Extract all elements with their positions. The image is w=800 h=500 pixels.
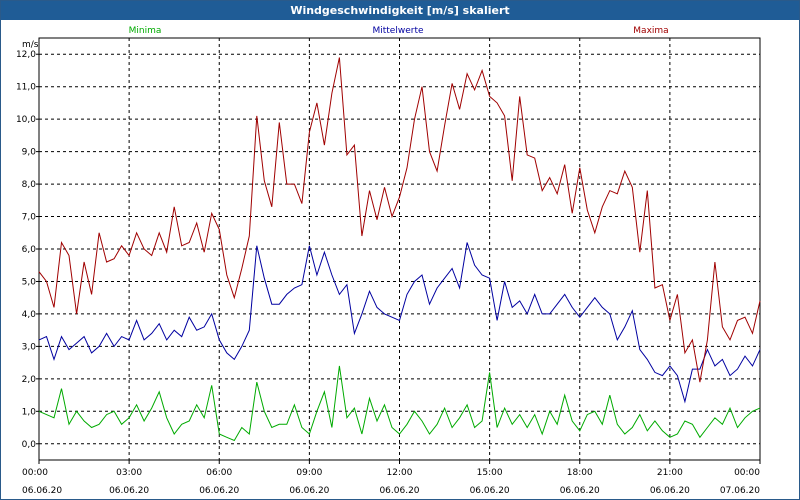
y-tick-label: 8,0 (22, 180, 37, 190)
y-tick-label: 12,0 (16, 50, 36, 60)
x-tick-time: 06:00 (206, 468, 232, 478)
x-tick-date: 06.06.20 (470, 486, 510, 496)
y-tick-label: 11,0 (16, 83, 36, 93)
grid-lines (39, 38, 760, 460)
x-axis-ticks: 00:00 06.06.20 03:00 06.06.20 06:00 06.06.20 0… (22, 460, 761, 496)
series-line-maxima (38, 57, 761, 383)
y-axis-ticks: 0,0 1,0 2,0 3,0 4,0 5,0 6,0 7,0 8,0 9,0 10,0 11,0 12… (16, 50, 39, 450)
x-tick-date: 07.06.20 (720, 486, 760, 496)
legend-mittelwerte: Mittelwerte (372, 26, 423, 36)
chart-title: Windgeschwindigkeit [m/s] skaliert (1, 1, 799, 20)
x-tick-time: 21:00 (657, 468, 683, 478)
x-tick-date: 06.06.20 (22, 486, 62, 496)
y-tick-label: 5,0 (22, 277, 37, 287)
y-axis-label: m/s (22, 40, 39, 50)
x-tick-time: 09:00 (296, 468, 322, 478)
y-tick-label: 0,0 (22, 440, 37, 450)
x-tick-time: 15:00 (477, 468, 503, 478)
y-tick-label: 2,0 (22, 375, 37, 385)
y-tick-label: 6,0 (22, 245, 37, 255)
y-tick-label: 3,0 (22, 342, 37, 352)
y-tick-label: 1,0 (22, 407, 37, 417)
x-tick-date: 06.06.20 (109, 486, 149, 496)
legend-maxima: Maxima (633, 26, 668, 36)
x-tick-date: 06.06.20 (199, 486, 239, 496)
series-lines (38, 57, 761, 442)
x-tick-date: 06.06.20 (379, 486, 419, 496)
legend-minima: Minima (129, 26, 162, 36)
x-tick-time: 18:00 (567, 468, 593, 478)
y-tick-label: 10,0 (16, 115, 36, 125)
x-tick-time: 00:00 (734, 468, 760, 478)
x-tick-date: 06.06.20 (650, 486, 690, 496)
y-tick-label: 9,0 (22, 148, 37, 158)
x-tick-time: 00:00 (22, 468, 48, 478)
series-line-mittelwerte (38, 242, 761, 404)
series-line-minima (38, 365, 761, 442)
y-tick-label: 4,0 (22, 310, 37, 320)
x-tick-time: 03:00 (116, 468, 142, 478)
y-tick-label: 7,0 (22, 213, 37, 223)
x-tick-time: 12:00 (387, 468, 413, 478)
x-tick-date: 06.06.20 (289, 486, 329, 496)
x-tick-date: 06.06.20 (560, 486, 600, 496)
